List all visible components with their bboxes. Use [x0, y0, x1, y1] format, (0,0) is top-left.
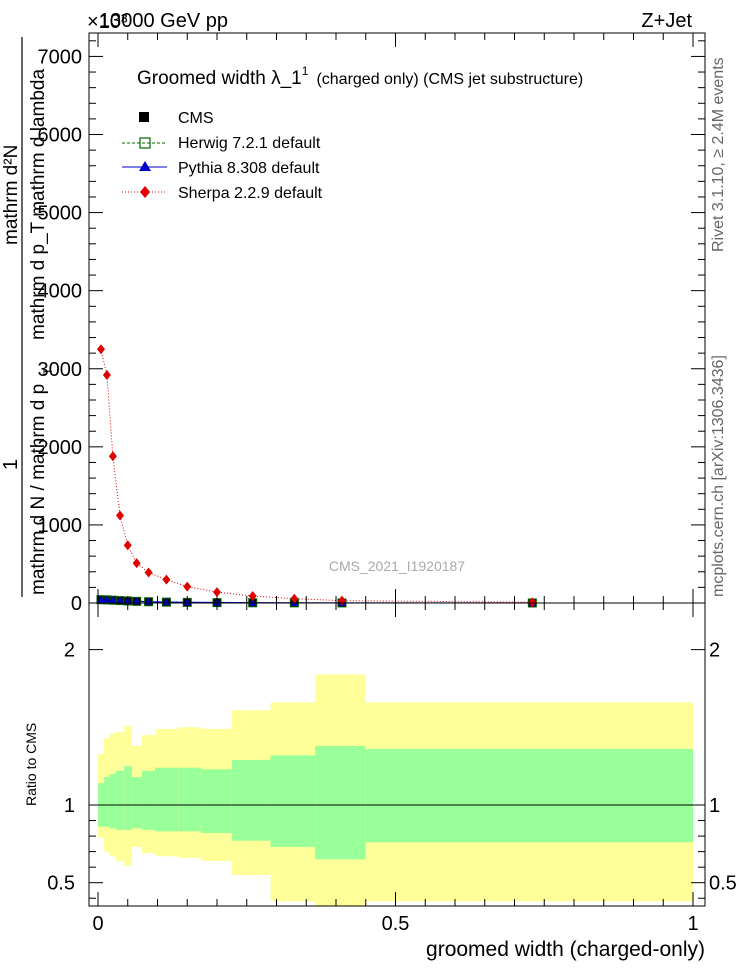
pythia-point	[116, 596, 125, 604]
sherpa-point	[96, 344, 105, 355]
ylabel-den-2: mathrm d p_T mathrm d lambda	[28, 69, 49, 340]
chart-title-main: Groomed width λ_1	[137, 68, 302, 89]
legend-pythia-label: Pythia 8.308 default	[178, 160, 320, 177]
ratio-y-tick-label: 1	[64, 795, 75, 817]
sherpa-point	[162, 574, 171, 585]
sherpa-line	[100, 349, 533, 603]
sherpa-point	[290, 593, 299, 604]
inner-band-bin	[231, 759, 271, 841]
analysis-watermark: CMS_2021_I1920187	[329, 558, 465, 574]
main-y-tick-label: 3000	[38, 359, 83, 381]
sherpa-point	[213, 587, 221, 598]
legend-sherpa-marker	[140, 186, 150, 198]
inner-band-bin	[270, 755, 316, 847]
inner-band-bin	[109, 773, 116, 829]
inner-band-bin	[103, 777, 110, 827]
legend-pythia-marker	[139, 161, 151, 171]
ylabel-den-sub: T	[41, 367, 55, 375]
sherpa-point	[123, 540, 132, 551]
pythia-point	[108, 596, 117, 604]
legend-cms-marker	[139, 112, 149, 122]
inner-band-bin	[155, 767, 179, 832]
legend-cms-label: CMS	[178, 110, 214, 127]
main-y-tick-label: 0	[71, 593, 82, 615]
legend-sherpa-label: Sherpa 2.2.9 default	[178, 185, 323, 202]
main-y-tick-label: 1000	[38, 515, 83, 537]
main-y-tick-label: 6000	[38, 125, 83, 147]
main-y-axis-label: 1 mathrm d N / mathrm d p T mathrm d²N m…	[0, 37, 55, 597]
ratio-y-axis-label: Ratio to CMS	[23, 723, 39, 806]
ylabel-den-1: mathrm d N / mathrm d p	[28, 384, 49, 595]
exponent-label: ×10³	[87, 11, 128, 33]
inner-band-bin	[115, 770, 125, 830]
x-tick-label: 0	[92, 913, 103, 935]
channel-label: Z+Jet	[641, 10, 692, 32]
inner-band-bin	[142, 770, 156, 830]
ratio-y-tick-label-right: 1	[709, 795, 720, 817]
sherpa-point	[108, 451, 117, 462]
ratio-y-tick-label: 2	[64, 640, 75, 662]
axis-ticks	[89, 33, 705, 906]
main-y-tick-label: 4000	[38, 281, 83, 303]
inner-band-bin	[315, 745, 366, 860]
ylabel-num: mathrm d²N	[1, 145, 22, 245]
x-axis-label: groomed width (charged-only)	[426, 938, 705, 961]
legend: CMS Herwig 7.2.1 default Pythia 8.308 de…	[122, 110, 323, 202]
ratio-y-tick-label: 0.5	[47, 873, 75, 895]
sherpa-point	[528, 597, 537, 608]
x-tick-label: 1	[687, 913, 698, 935]
inner-band-bin	[178, 767, 201, 832]
inner-band-bin	[200, 769, 232, 833]
main-y-tick-label: 2000	[38, 437, 83, 459]
sherpa-point	[102, 370, 111, 380]
chart-title-tail: (charged only) (CMS jet substructure)	[316, 71, 583, 88]
mcplots-credit: mcplots.cern.ch [arXiv:1306.3436]	[710, 355, 727, 597]
ylabel-one: 1	[0, 459, 22, 470]
sherpa-point	[183, 581, 192, 592]
series-layer	[96, 344, 537, 608]
inner-band-bin	[131, 777, 143, 829]
ratio-plot-frame	[88, 602, 706, 907]
inner-band-bin	[124, 766, 132, 830]
sherpa-point	[248, 590, 257, 601]
legend-herwig-label: Herwig 7.2.1 default	[178, 135, 321, 152]
process-label: 13000 GeV pp	[99, 10, 228, 32]
pythia-point	[96, 595, 105, 603]
main-y-tick-label: 5000	[38, 203, 83, 225]
legend-herwig-marker	[139, 137, 151, 149]
pythia-point	[248, 598, 257, 606]
ratio-bands	[98, 674, 693, 906]
main-y-tick-label: 7000	[38, 46, 83, 68]
sherpa-point	[116, 510, 125, 521]
rivet-info: Rivet 3.1.10, ≥ 2.4M events	[710, 57, 727, 252]
chart-title-sup: 1	[302, 64, 309, 78]
chart-title: Groomed width λ_11 (charged only) (CMS je…	[137, 64, 583, 89]
inner-band-bin	[365, 749, 693, 843]
pythia-point	[102, 595, 111, 603]
sherpa-point	[132, 558, 141, 569]
axis-tick-labels: 0 1000 2000 3000 4000 5000 6000 7000 0.5 0.5 1 1 2 2 0…	[38, 46, 737, 935]
x-tick-label: 0.5	[382, 913, 410, 935]
sherpa-point	[144, 567, 153, 578]
ratio-y-tick-label-right: 0.5	[709, 873, 737, 895]
ratio-y-tick-label-right: 2	[709, 640, 720, 662]
